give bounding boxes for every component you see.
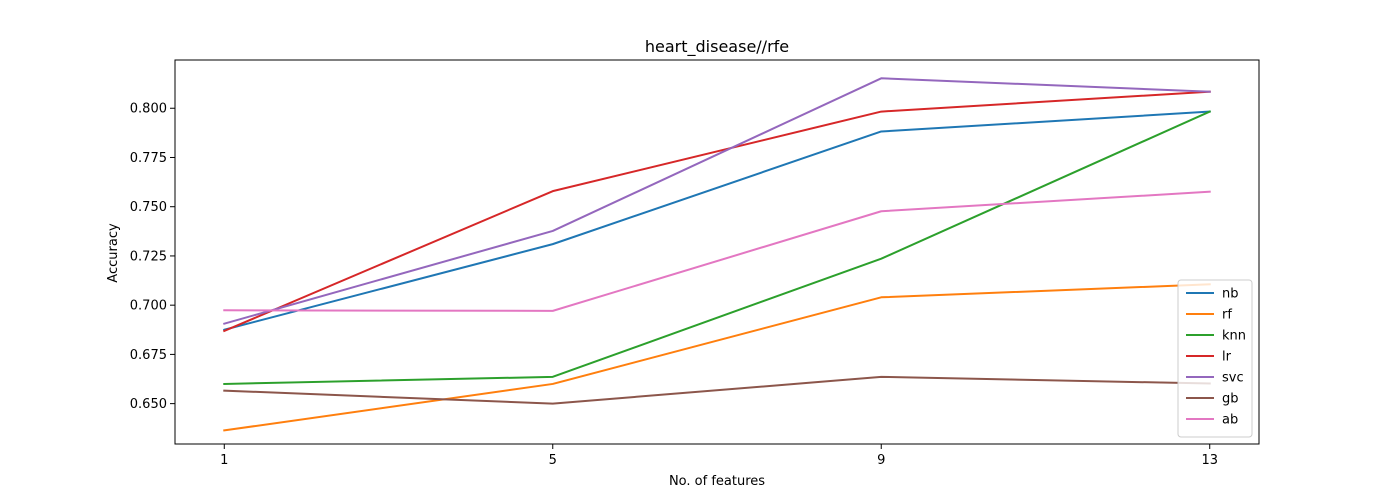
- series-line-svc: [223, 77, 1211, 325]
- y-tick-label-0.775: 0.775: [130, 151, 167, 166]
- x-axis-label: No. of features: [669, 474, 765, 489]
- y-axis-label: Accuracy: [106, 223, 121, 283]
- x-tick-label-13: 13: [1201, 453, 1218, 468]
- x-tick-label-9: 9: [877, 453, 885, 468]
- legend-box: [1177, 279, 1253, 438]
- legend-label-lr: lr: [1222, 350, 1232, 365]
- legend-label-knn: knn: [1222, 329, 1246, 344]
- series-line-lr: [222, 90, 1211, 333]
- series-line-nb: [223, 110, 1211, 331]
- series-line-knn: [223, 110, 1212, 385]
- x-tick-label-5: 5: [549, 453, 557, 468]
- legend-label-svc: svc: [1222, 371, 1244, 386]
- y-tick-label-0.800: 0.800: [130, 102, 167, 117]
- legend: nb rf knn lr svc gb ab: [1177, 279, 1253, 438]
- legend-label-gb: gb: [1222, 392, 1239, 407]
- legend-label-ab: ab: [1222, 413, 1238, 428]
- series-line-gb: [223, 375, 1211, 405]
- y-tick-label-0.700: 0.700: [130, 299, 167, 314]
- chart-title: heart_disease//rfe: [645, 37, 789, 57]
- y-tick-label-0.725: 0.725: [130, 249, 167, 264]
- y-tick-label-0.650: 0.650: [130, 397, 167, 412]
- legend-label-rf: rf: [1222, 308, 1232, 323]
- x-tick-label-1: 1: [220, 453, 228, 468]
- y-tick-label-0.675: 0.675: [130, 348, 167, 363]
- plot-area: 1 5 9 13 0.650 0.675 0.700 0.725 0.750 0.775 0.800: [130, 59, 1260, 468]
- series-line-ab: [223, 190, 1211, 312]
- series-line-rf: [223, 283, 1211, 432]
- y-tick-label-0.750: 0.750: [130, 200, 167, 215]
- plot-frame: [174, 59, 1260, 445]
- legend-label-nb: nb: [1222, 287, 1239, 302]
